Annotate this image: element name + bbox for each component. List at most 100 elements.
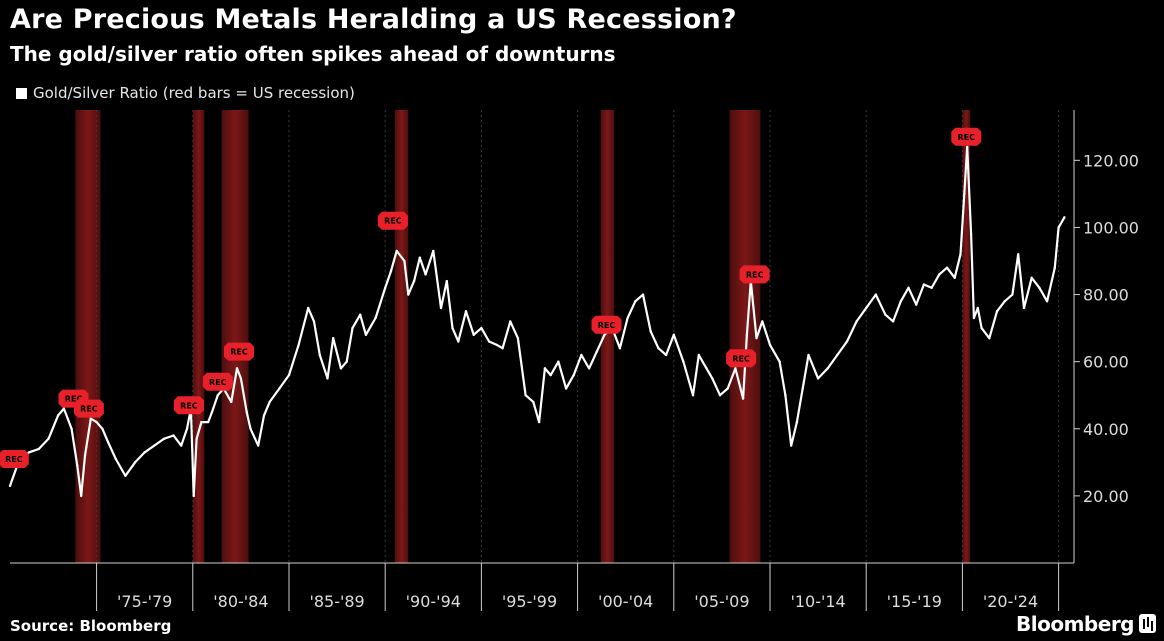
data-point-19	[153, 444, 156, 447]
chart-title: Are Precious Metals Heralding a US Reces…	[10, 4, 737, 35]
data-point-149	[1053, 266, 1056, 269]
recession-marker-label-7: REC	[598, 321, 616, 330]
data-point-32	[230, 400, 233, 404]
data-point-128	[922, 283, 926, 286]
legend-label: Gold/Silver Ratio (red bars = US recessi…	[33, 84, 355, 102]
data-point-29	[210, 410, 214, 414]
data-point-125	[899, 300, 903, 303]
data-point-129	[930, 286, 933, 290]
data-point-80	[557, 360, 560, 363]
data-point-130	[938, 273, 941, 276]
recession-marker-shape-9	[739, 265, 770, 284]
recession-marker-shape-4	[202, 372, 233, 391]
data-point-131	[945, 266, 949, 269]
data-point-2	[28, 451, 31, 454]
data-point-143	[1011, 293, 1014, 296]
x-tick-label-0: '75-'79	[117, 592, 172, 611]
data-point-52	[364, 333, 368, 337]
data-point-95	[672, 333, 675, 337]
legend-swatch	[16, 87, 27, 99]
recession-marker-9: REC	[739, 265, 770, 284]
recession-marker-shape-5	[224, 342, 254, 361]
data-point-50	[351, 326, 354, 330]
x-tick-label-7: '10-'14	[790, 592, 845, 611]
data-point-66	[457, 340, 460, 343]
recession-marker-label-10: REC	[958, 133, 976, 142]
data-point-145	[1022, 306, 1026, 310]
data-point-144	[1017, 253, 1020, 256]
data-point-57	[403, 259, 406, 263]
data-point-34	[239, 377, 243, 380]
data-point-142	[1003, 300, 1006, 303]
recession-marker-label-9: REC	[746, 270, 764, 279]
y-tick-label-0: 20.00	[1083, 487, 1129, 506]
recession-marker-label-6: REC	[384, 217, 402, 226]
data-point-122	[874, 293, 878, 296]
data-point-13	[101, 427, 104, 430]
recession-marker-label-1: REC	[65, 395, 83, 404]
data-point-12	[95, 420, 98, 424]
data-point-7	[70, 427, 73, 430]
data-point-63	[439, 306, 443, 310]
recession-bar-3	[394, 110, 409, 563]
data-point-120	[855, 320, 858, 323]
recession-marker-8: REC	[726, 349, 757, 368]
data-point-89	[626, 316, 629, 320]
data-point-136	[969, 232, 973, 236]
y-tick-label-2: 60.00	[1083, 353, 1129, 372]
data-point-84	[587, 367, 591, 370]
data-point-127	[915, 303, 918, 306]
ratio-line	[8, 145, 1066, 498]
data-point-137	[972, 316, 976, 320]
recession-marker-label-5: REC	[230, 348, 248, 357]
recession-marker-label-0: REC	[5, 455, 23, 464]
data-point-33	[235, 367, 239, 370]
recession-marker-7: REC	[591, 315, 622, 334]
data-point-70	[487, 340, 491, 343]
data-point-49	[345, 360, 348, 363]
recession-marker-shape-8	[726, 349, 757, 368]
data-point-114	[801, 387, 804, 390]
data-point-140	[988, 336, 991, 340]
data-point-100	[711, 377, 714, 380]
data-point-111	[784, 394, 787, 397]
data-point-6	[62, 407, 66, 410]
data-point-23	[185, 427, 189, 430]
data-point-55	[389, 269, 393, 273]
x-tick-label-5: '00-'04	[598, 592, 653, 611]
data-point-36	[249, 427, 252, 430]
recession-marker-4: REC	[202, 372, 233, 391]
data-point-61	[424, 273, 427, 276]
data-point-35	[245, 410, 248, 414]
axes	[10, 110, 1080, 564]
data-point-25	[192, 494, 195, 498]
data-point-148	[1045, 300, 1049, 303]
recession-marker-shape-6	[377, 211, 408, 230]
data-point-132	[953, 276, 956, 279]
data-point-44	[312, 320, 316, 323]
data-point-117	[826, 367, 829, 370]
data-point-150	[1057, 226, 1060, 229]
data-point-105	[745, 333, 749, 337]
data-point-56	[395, 249, 398, 253]
data-point-41	[287, 373, 291, 377]
data-point-118	[836, 353, 839, 357]
data-point-113	[795, 420, 799, 424]
data-point-123	[884, 313, 887, 316]
data-point-38	[262, 414, 266, 417]
recession-marker-5: REC	[224, 342, 254, 361]
data-point-115	[807, 353, 810, 357]
data-point-15	[114, 457, 118, 461]
data-point-62	[432, 249, 435, 253]
data-point-91	[641, 293, 645, 296]
recession-marker-label-2: REC	[80, 405, 98, 414]
data-point-40	[278, 387, 281, 390]
data-point-141	[995, 310, 999, 313]
data-point-79	[549, 373, 552, 377]
data-point-77	[537, 420, 541, 424]
data-point-92	[649, 330, 652, 333]
data-point-124	[891, 320, 895, 323]
data-point-85	[595, 350, 599, 353]
axis-labels: 20.00 40.00 60.00 80.00 100.00 120.00 '75-'79 '…	[117, 151, 1139, 611]
